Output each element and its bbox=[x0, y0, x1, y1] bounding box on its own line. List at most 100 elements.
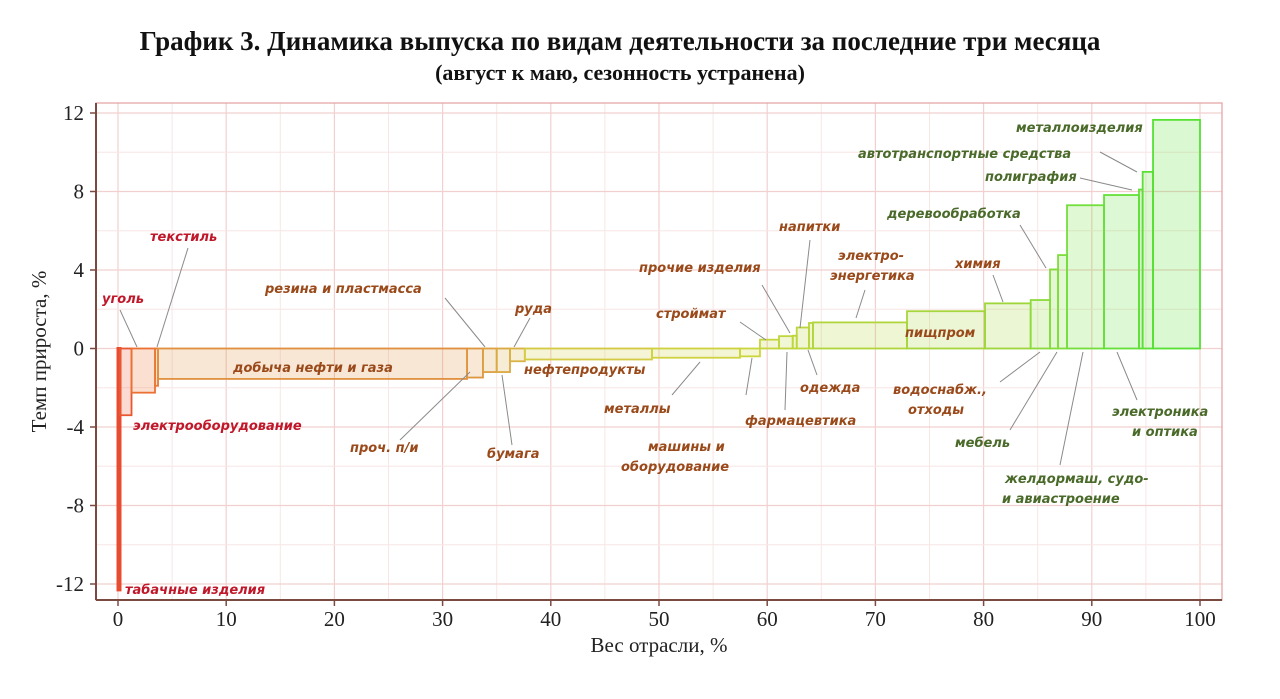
leader-line bbox=[1059, 351, 1084, 466]
bar-label: табачные изделия bbox=[125, 583, 265, 598]
bar-12 bbox=[759, 338, 780, 350]
bar-label: нефтепродукты bbox=[524, 363, 646, 378]
bar-4 bbox=[157, 347, 468, 380]
bar-1 bbox=[119, 347, 133, 417]
bar-label: металлы bbox=[604, 402, 671, 417]
bar-24 bbox=[1103, 194, 1140, 350]
bar-label-line: электроника bbox=[1112, 405, 1208, 420]
bar-label: желдормаш, судо-и авиастроение bbox=[1002, 472, 1149, 507]
bar-2 bbox=[130, 347, 156, 394]
leader-line bbox=[855, 289, 866, 319]
leader-line bbox=[513, 317, 531, 348]
x-tick-label: 30 bbox=[432, 607, 453, 631]
bar-label: машины и оборудование bbox=[621, 440, 729, 475]
y-tick-label: -4 bbox=[67, 415, 85, 439]
bar-label: уголь bbox=[102, 292, 144, 307]
y-axis-label: Темп прироста, % bbox=[27, 271, 51, 433]
bars bbox=[116, 118, 1201, 592]
leader-line bbox=[156, 247, 189, 348]
bar-label: пищпром bbox=[905, 326, 976, 341]
bar-label: руда bbox=[514, 302, 552, 317]
leader-line bbox=[799, 239, 811, 329]
bar-label: добыча нефти и газа bbox=[232, 361, 393, 376]
bar-13 bbox=[778, 335, 794, 350]
bar-20 bbox=[1029, 299, 1051, 350]
leader-line bbox=[444, 297, 486, 348]
leader-line bbox=[999, 351, 1041, 383]
bar-label: электро-энергетика bbox=[830, 249, 915, 284]
leader-line bbox=[1019, 224, 1047, 269]
bar-label: прочие изделия bbox=[639, 261, 761, 276]
bar-26 bbox=[1141, 170, 1154, 350]
bar-labels: табачные изделия электрооборудование уголь… bbox=[102, 121, 1208, 598]
bar-label: химия bbox=[954, 257, 1001, 272]
bar-label: деревообработка bbox=[886, 207, 1021, 222]
bar-23 bbox=[1066, 204, 1105, 350]
leader-line bbox=[399, 371, 471, 441]
leader-line bbox=[671, 361, 701, 396]
bar-label-line: и авиастроение bbox=[1002, 492, 1120, 507]
bar-label: проч. п/и bbox=[350, 441, 418, 456]
y-tick-label: 12 bbox=[63, 101, 84, 125]
bar-label-line: отходы bbox=[908, 403, 964, 418]
x-tick-label: 20 bbox=[324, 607, 345, 631]
x-axis-label: Вес отрасли, % bbox=[591, 633, 728, 657]
leader-line bbox=[1116, 351, 1138, 401]
bar-17 bbox=[812, 321, 908, 350]
leader-line bbox=[745, 357, 753, 396]
leader-line bbox=[761, 284, 791, 334]
x-tick-label: 100 bbox=[1184, 607, 1216, 631]
x-tick-label: 50 bbox=[649, 607, 670, 631]
bar-label-line: машины и bbox=[648, 440, 725, 455]
bar-label: строймат bbox=[656, 307, 727, 322]
bar-label: металлоизделия bbox=[1016, 121, 1143, 136]
bar-label-line: энергетика bbox=[830, 269, 915, 284]
bar-27 bbox=[1152, 118, 1201, 350]
bar-label: мебель bbox=[955, 436, 1010, 451]
bar-label-line: электро- bbox=[838, 249, 904, 264]
x-tick-label: 70 bbox=[865, 607, 886, 631]
bar-label-line: и оптика bbox=[1132, 425, 1198, 440]
y-tick-label: 8 bbox=[74, 180, 85, 204]
bar-label-line: водоснабж., bbox=[893, 383, 987, 398]
bar-19 bbox=[984, 302, 1032, 350]
leader-line bbox=[784, 351, 788, 411]
x-tick-label: 60 bbox=[757, 607, 778, 631]
x-tick-label: 0 bbox=[113, 607, 124, 631]
bar-label: резина и пластмасса bbox=[264, 282, 422, 297]
leader-line bbox=[739, 321, 767, 341]
y-tick-label: 0 bbox=[74, 337, 85, 361]
bar-label: водоснабж., отходы bbox=[893, 383, 987, 418]
leader-line bbox=[992, 274, 1004, 303]
leader-line bbox=[1009, 351, 1058, 431]
bar-8 bbox=[509, 347, 526, 363]
bar-6 bbox=[482, 347, 498, 373]
bar-label: электрооборудование bbox=[133, 419, 302, 434]
bar-label: напитки bbox=[779, 220, 840, 235]
bar-label: одежда bbox=[800, 381, 860, 396]
chart-title: График 3. Динамика выпуска по видам деят… bbox=[139, 26, 1101, 56]
bar-label: фармацевтика bbox=[745, 414, 856, 429]
bar-11 bbox=[739, 347, 761, 358]
bar-label: бумага bbox=[487, 447, 540, 462]
bar-22 bbox=[1057, 254, 1068, 350]
chart-subtitle: (август к маю, сезонность устранена) bbox=[435, 60, 805, 85]
y-tick-label: 4 bbox=[74, 258, 85, 282]
leader-line bbox=[1079, 177, 1133, 191]
bar-15 bbox=[795, 326, 810, 350]
y-tick-label: -12 bbox=[56, 572, 84, 596]
bar-10 bbox=[651, 347, 741, 359]
leader-line bbox=[119, 309, 138, 348]
bar-label: текстиль bbox=[150, 230, 217, 245]
x-tick-label: 10 bbox=[216, 607, 237, 631]
leader-line bbox=[501, 374, 513, 446]
bar-7 bbox=[495, 347, 511, 373]
leader-line bbox=[807, 349, 818, 376]
x-tick-label: 80 bbox=[973, 607, 994, 631]
bar-label: электроника и оптика bbox=[1112, 405, 1208, 440]
x-tick-label: 40 bbox=[540, 607, 561, 631]
bar-9 bbox=[523, 347, 653, 361]
leader-line bbox=[1099, 151, 1138, 173]
bar-21 bbox=[1049, 268, 1059, 350]
